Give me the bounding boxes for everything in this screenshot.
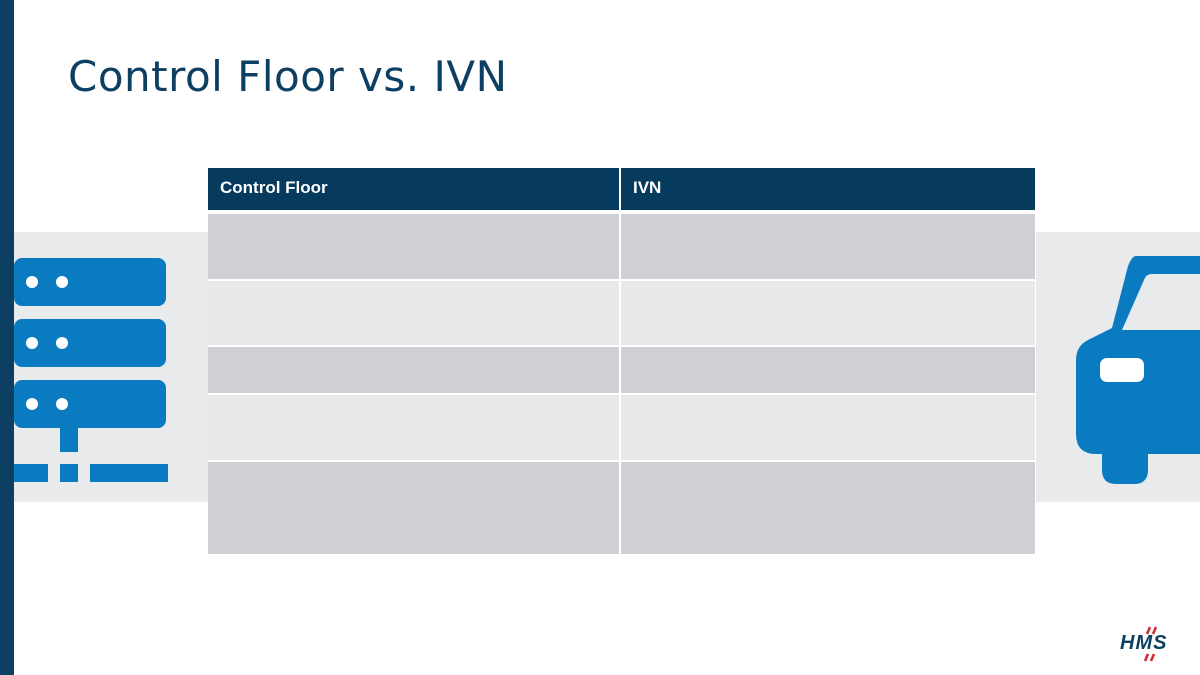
cell-text [208,281,619,297]
table-row-3-control-floor [208,347,621,395]
table-row-5-ivn [621,462,1035,556]
table-row-1-control-floor [208,214,621,281]
cell-text [208,214,619,230]
slide-title: Control Floor vs. IVN [68,52,508,101]
server-rack-icon [14,256,174,491]
cell-text [621,395,1035,411]
table-row-1-ivn [621,214,1035,281]
logo-wordmark: HMS [1120,632,1168,654]
cell-text [621,214,1035,230]
car-icon [1076,256,1200,491]
cell-text [208,462,619,478]
table-header-ivn: IVN [621,168,1035,214]
table-row-3-ivn [621,347,1035,395]
table-row-5-control-floor [208,462,621,556]
comparison-table: Control Floor IVN [208,168,1035,556]
cell-text [208,347,619,363]
cell-text [621,347,1035,363]
table-row-4-ivn [621,395,1035,462]
cell-text [208,395,619,411]
left-accent-bar [0,0,14,675]
table-header-control-floor: Control Floor [208,168,621,214]
cell-text [621,281,1035,297]
table-row-2-control-floor [208,281,621,347]
table-row-4-control-floor [208,395,621,462]
cell-text [621,462,1035,478]
hms-logo: HMS [1120,626,1182,662]
table-row-2-ivn [621,281,1035,347]
